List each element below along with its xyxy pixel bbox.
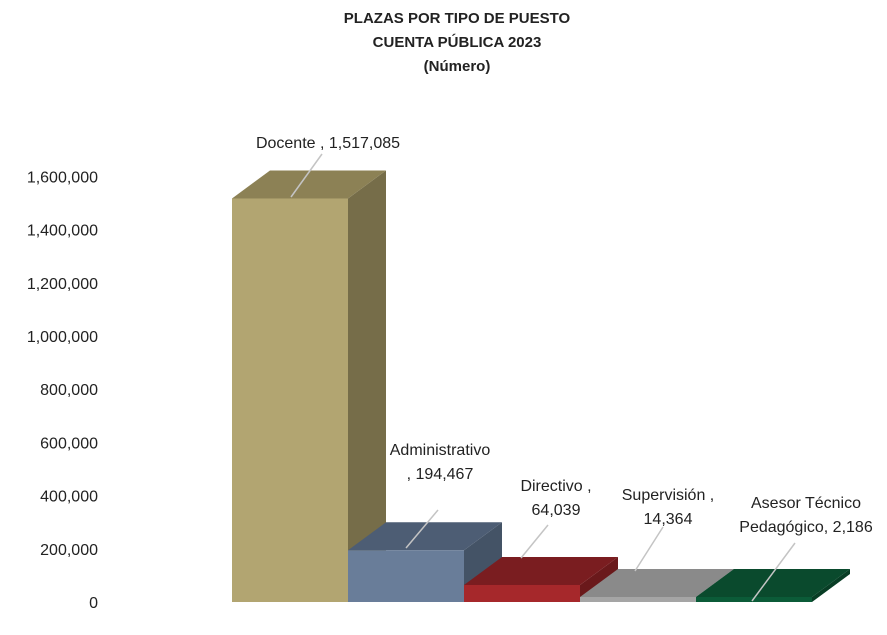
data-label: Administrativo <box>390 442 491 459</box>
bar-docente <box>232 170 386 602</box>
bars <box>232 170 850 602</box>
bar-front-face <box>232 198 348 602</box>
data-label: Pedagógico, 2,186 <box>739 519 873 536</box>
bar-top-face <box>580 569 734 597</box>
data-labels: Docente , 1,517,085 Administrativo , 194,4… <box>256 135 873 602</box>
bar-front-face <box>580 597 696 602</box>
y-tick-label: 600,000 <box>40 435 98 452</box>
bar-side-face <box>348 170 386 602</box>
leader-line <box>290 153 323 198</box>
leader-line <box>405 509 439 549</box>
bar-front-face <box>348 550 464 602</box>
bar-side-face <box>812 569 850 602</box>
data-label: Docente , 1,517,085 <box>256 135 400 152</box>
leader-line <box>634 526 664 572</box>
chart-title-line-2: (Número) <box>424 58 491 75</box>
y-tick-label: 800,000 <box>40 382 98 399</box>
data-label: Supervisión , <box>622 487 715 504</box>
bar-top-face <box>348 522 502 551</box>
chart-title-line-1: CUENTA PÚBLICA 2023 <box>373 33 542 51</box>
data-label: 14,364 <box>644 511 693 528</box>
y-tick-label: 400,000 <box>40 489 98 506</box>
y-tick-label: 200,000 <box>40 542 98 559</box>
y-tick-label: 0 <box>89 595 98 612</box>
bar-front-face <box>464 584 580 602</box>
data-label: Asesor Técnico <box>751 495 861 512</box>
chart-title-line-0: PLAZAS POR TIPO DE PUESTO <box>344 10 571 27</box>
y-tick-label: 1,600,000 <box>27 169 98 186</box>
data-label: , 194,467 <box>407 466 474 483</box>
data-label: Directivo , <box>520 478 591 495</box>
data-label: 64,039 <box>532 502 581 519</box>
leader-line <box>520 524 549 559</box>
bar-top-face <box>232 170 386 199</box>
y-axis-ticks: 0 200,000 400,000 600,000 800,000 1,000,000 1,… <box>27 169 98 612</box>
bar-top-face <box>696 569 850 597</box>
y-tick-label: 1,000,000 <box>27 329 98 346</box>
leader-line <box>751 542 796 602</box>
bar-top-face <box>464 556 618 585</box>
chart-title: PLAZAS POR TIPO DE PUESTO CUENTA PÚBLICA … <box>344 10 571 75</box>
y-tick-label: 1,200,000 <box>27 276 98 293</box>
y-tick-label: 1,400,000 <box>27 223 98 240</box>
